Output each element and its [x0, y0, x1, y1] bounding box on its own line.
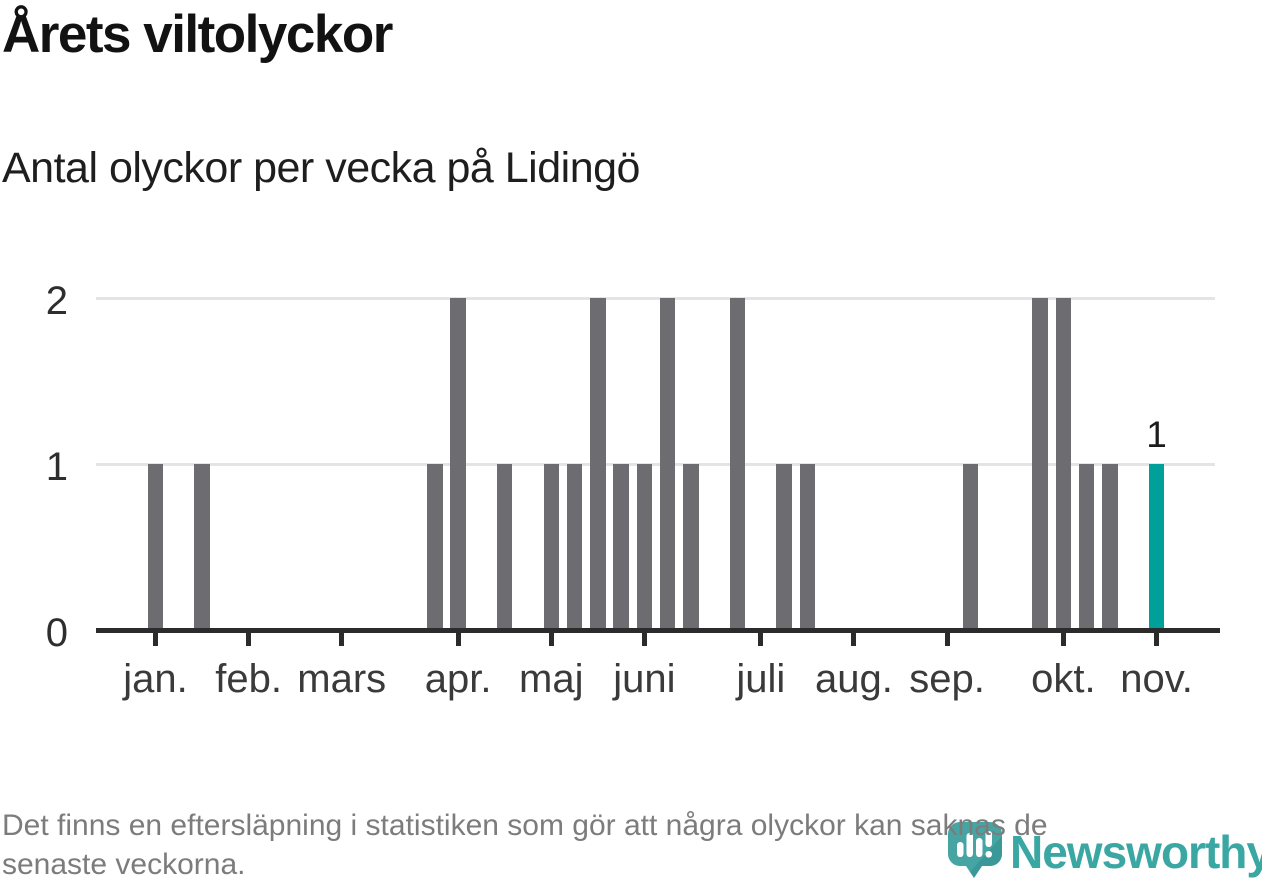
- bar-week-40: [1055, 298, 1072, 632]
- bar-week-24: [683, 464, 699, 632]
- last-bar-value-label: 1: [1146, 414, 1167, 455]
- x-axis-label-nov: nov.: [1120, 657, 1193, 701]
- bar-week-21: [613, 464, 629, 632]
- x-axis-label-apr: apr.: [424, 657, 492, 701]
- y-gridline: [96, 463, 1215, 466]
- footer-note: Det finns en eftersläpning i statistiken…: [2, 806, 1262, 884]
- bar-week-22: [636, 464, 653, 632]
- y-gridline: [96, 297, 1215, 300]
- x-axis-label-okt: okt.: [1031, 657, 1096, 701]
- x-axis-label-jan: jan.: [123, 657, 188, 701]
- x-axis-tick: [851, 633, 857, 646]
- bar-week-20: [590, 298, 606, 632]
- bar-week-3: [194, 464, 210, 632]
- x-axis-tick: [246, 633, 252, 646]
- bar-week-41: [1078, 464, 1095, 632]
- bar-week-42: [1102, 464, 1118, 632]
- bar-week-13: [427, 464, 443, 632]
- x-axis-label-juli: juli: [736, 657, 786, 701]
- x-axis-tick: [339, 633, 345, 646]
- x-axis-label-maj: maj: [519, 657, 584, 701]
- x-axis-tick: [548, 633, 554, 646]
- footer-note-line1: Det finns en eftersläpning i statistiken…: [2, 809, 1048, 842]
- x-axis-tick: [1060, 633, 1066, 646]
- bar-week-16: [496, 464, 513, 632]
- bar-week-28: [776, 464, 792, 632]
- x-axis-tick: [1154, 633, 1160, 646]
- y-axis-label: 2: [45, 279, 68, 323]
- bar-week-36: [962, 464, 979, 632]
- newsworthy-logo: Newsworthy: [946, 820, 1262, 883]
- y-axis-label: 1: [45, 445, 68, 489]
- x-axis-tick: [455, 633, 461, 646]
- bar-week-18: [543, 464, 559, 632]
- x-axis-label-juni: juni: [613, 657, 676, 701]
- x-axis-label-mars: mars: [297, 657, 387, 701]
- bar-week-26: [729, 298, 746, 632]
- bar-week-44-highlighted: [1148, 464, 1165, 632]
- x-axis-label-feb: feb.: [215, 657, 282, 701]
- x-axis-tick: [758, 633, 764, 646]
- x-axis-tick: [153, 633, 158, 646]
- bar-week-29: [799, 464, 816, 632]
- y-axis-label: 0: [45, 611, 68, 655]
- bar-week-1: [147, 464, 164, 632]
- page-title: Årets viltolyckor: [2, 5, 393, 64]
- bar-week-19: [566, 464, 583, 632]
- footer-note-line2: senaste veckorna.: [2, 848, 246, 881]
- newsworthy-wordmark: Newsworthy: [1010, 826, 1262, 878]
- bar-week-14: [450, 298, 466, 632]
- newsworthy-pin-barchart-icon: [946, 820, 1004, 883]
- x-axis-line: [96, 628, 1220, 633]
- bar-week-39: [1032, 298, 1048, 632]
- x-axis-label-sep: sep.: [909, 657, 985, 701]
- bar-week-23: [659, 298, 676, 632]
- x-axis-tick: [944, 633, 950, 646]
- x-axis-tick: [641, 633, 647, 646]
- chart-subtitle: Antal olyckor per vecka på Lidingö: [2, 144, 640, 192]
- x-axis-label-aug: aug.: [814, 657, 893, 701]
